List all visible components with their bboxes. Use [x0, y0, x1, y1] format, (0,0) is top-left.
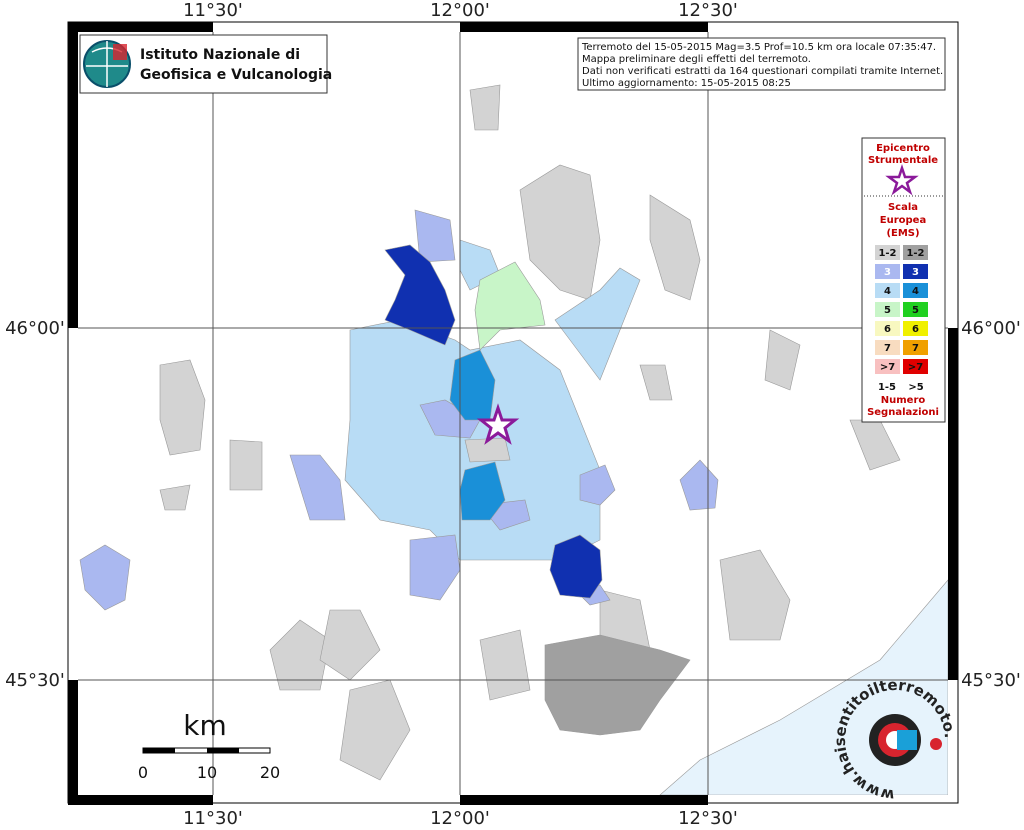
scale-unit: km [183, 709, 227, 742]
legend-swatch [903, 359, 928, 374]
legend: Epicentro Strumentale Scala Europea (EMS… [861, 137, 946, 423]
legend-column: 1-5 [878, 382, 896, 393]
legend-class: 4 [884, 286, 891, 297]
municipality [159, 484, 191, 511]
scale-label: 20 [260, 763, 280, 782]
municipality [319, 609, 381, 681]
municipality [649, 194, 701, 301]
legend-swatch [903, 302, 928, 317]
legend-swatch [875, 283, 900, 298]
legend-title: Epicentro [876, 143, 930, 154]
municipality [339, 679, 411, 781]
info-line: Mappa preliminare degli effetti del terr… [582, 54, 811, 65]
info-line: Ultimo aggiornamento: 15-05-2015 08:25 [582, 78, 791, 89]
legend-star [885, 164, 919, 196]
lon-label: 12°00' [430, 0, 490, 21]
institute-name: Geofisica e Vulcanologia [140, 67, 332, 83]
municipality [289, 454, 346, 521]
legend-title: (EMS) [886, 228, 919, 239]
frame-bars [68, 22, 958, 805]
ingv-logo: Istituto Nazionale di Geofisica e Vulcan… [79, 34, 332, 94]
legend-swatch [903, 321, 928, 336]
scale-bar: km 0 10 20 [138, 709, 280, 782]
municipality [549, 534, 603, 599]
lat-label: 45°30' [961, 670, 1021, 691]
municipality [719, 549, 791, 641]
legend-class: 3 [912, 267, 919, 278]
municipality [469, 84, 501, 131]
graticule [78, 32, 948, 795]
lat-label: 46°00' [961, 318, 1021, 339]
legend-swatch [875, 264, 900, 279]
info-line: Dati non verificati estratti da 164 ques… [582, 66, 943, 77]
legend-class: 6 [884, 324, 891, 335]
legend-class: >7 [908, 362, 923, 373]
legend-class: >7 [880, 362, 895, 373]
legend-title: Numero [881, 395, 926, 406]
legend-swatch [875, 359, 900, 374]
scale-label: 0 [138, 763, 148, 782]
legend-swatch [875, 340, 900, 355]
info-box: Terremoto del 15-05-2015 Mag=3.5 Prof=10… [577, 37, 946, 91]
municipality [554, 267, 641, 381]
municipality [544, 634, 691, 736]
legend-class: 1-2 [906, 248, 924, 259]
legend-swatch [875, 321, 900, 336]
legend-class: 7 [912, 343, 919, 354]
legend-class: 4 [912, 286, 919, 297]
epicenter-star [476, 403, 520, 445]
legend-title: Segnalazioni [867, 407, 939, 418]
municipality [519, 164, 601, 301]
institute-name: Istituto Nazionale di [140, 47, 300, 63]
lat-label: 45°30' [5, 670, 65, 691]
legend-class: 3 [884, 267, 891, 278]
municipality [159, 359, 206, 456]
legend-class: 7 [884, 343, 891, 354]
legend-swatch [903, 340, 928, 355]
legend-title: Europea [880, 215, 926, 226]
legend-class: 5 [912, 305, 919, 316]
municipality [79, 544, 131, 611]
legend-column: >5 [908, 382, 923, 393]
legend-swatch [903, 264, 928, 279]
municipality [409, 534, 461, 601]
lon-label: 12°00' [430, 808, 490, 829]
legend-class: 1-2 [878, 248, 896, 259]
scale-label: 10 [197, 763, 217, 782]
legend-swatch [875, 302, 900, 317]
legend-class: 6 [912, 324, 919, 335]
legend-swatch [903, 283, 928, 298]
legend-swatch [903, 245, 928, 260]
legend-title: Strumentale [868, 155, 938, 166]
lon-label: 12°30' [678, 0, 738, 21]
municipality [384, 244, 456, 346]
municipality [579, 464, 616, 506]
legend-swatch [875, 245, 900, 260]
lon-label: 12°30' [678, 808, 738, 829]
lon-label: 11°30' [183, 0, 243, 21]
municipality [229, 439, 263, 491]
municipality [639, 364, 673, 401]
municipality [764, 329, 801, 391]
legend-class: 5 [884, 305, 891, 316]
lon-label: 11°30' [183, 808, 243, 829]
legend-title: Scala [888, 202, 918, 213]
lat-label: 46°00' [5, 318, 65, 339]
info-line: Terremoto del 15-05-2015 Mag=3.5 Prof=10… [581, 42, 936, 53]
municipality [419, 399, 481, 439]
municipality [414, 209, 456, 263]
